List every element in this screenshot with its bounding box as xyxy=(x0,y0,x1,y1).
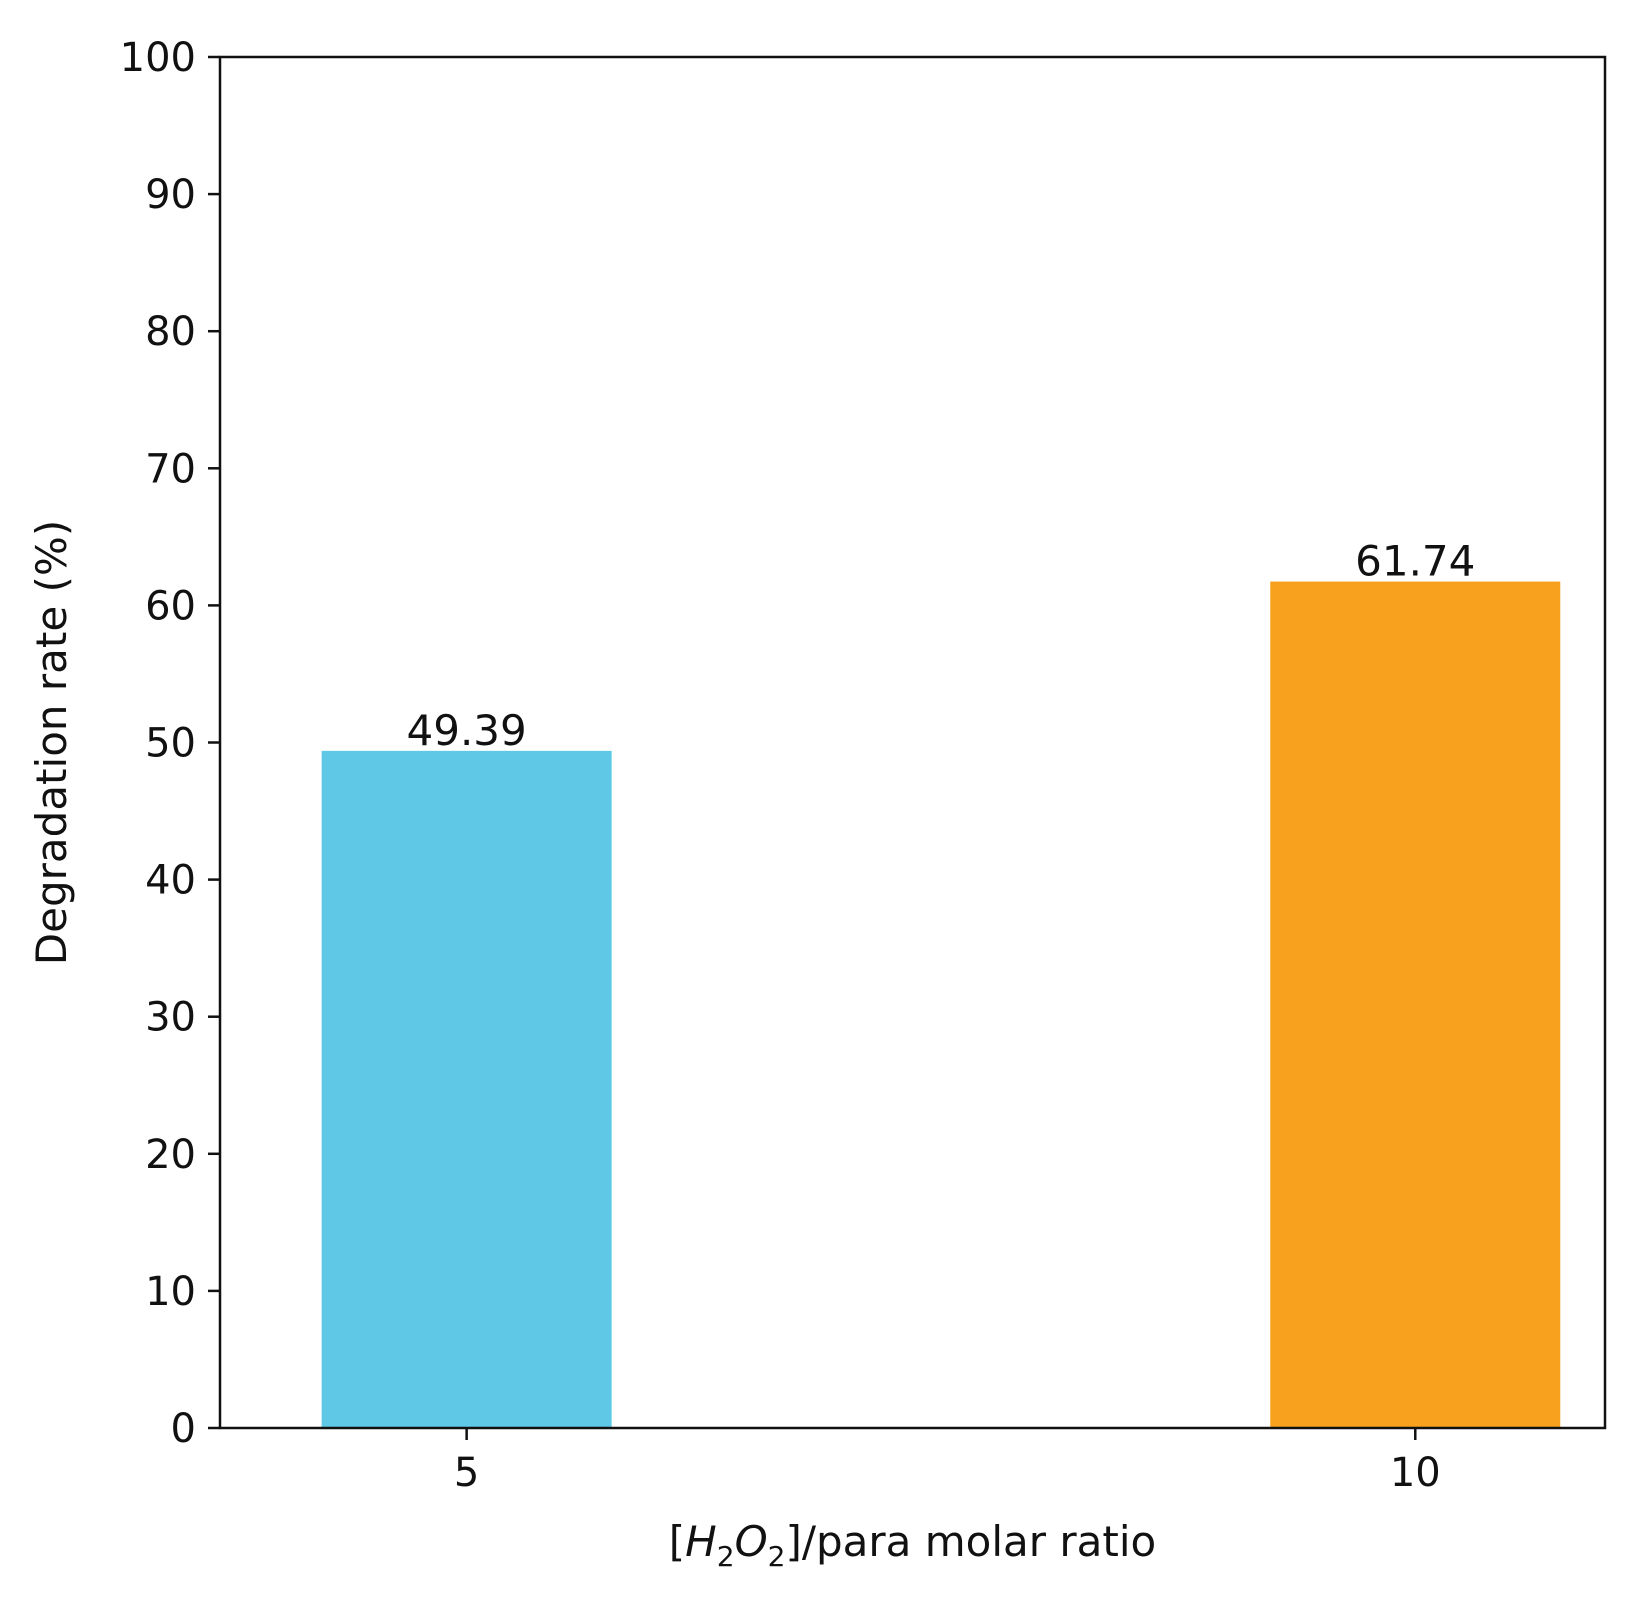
x-axis-title-h: H xyxy=(685,1517,717,1566)
y-tick-label-90: 90 xyxy=(145,172,196,218)
x-axis-title-o: O xyxy=(735,1517,768,1566)
y-tick-label-0: 0 xyxy=(171,1406,196,1452)
x-axis-title: [H2O2]/para molar ratio xyxy=(669,1517,1156,1573)
x-axis-title-sub2: 2 xyxy=(768,1540,786,1573)
y-axis-title: Degradation rate (%) xyxy=(27,520,76,965)
y-tick-label-60: 60 xyxy=(145,583,196,629)
x-axis-title-sub1: 2 xyxy=(717,1540,735,1573)
x-axis: 5 10 xyxy=(454,1428,1441,1496)
x-tick-label-10: 10 xyxy=(1390,1450,1441,1496)
y-tick-label-30: 30 xyxy=(145,995,196,1041)
data-label-10: 61.74 xyxy=(1355,537,1475,586)
x-tick-label-5: 5 xyxy=(454,1450,479,1496)
y-tick-label-70: 70 xyxy=(145,446,196,492)
y-axis: 0 10 20 30 40 50 60 70 80 90 100 xyxy=(120,35,220,1452)
data-label-5: 49.39 xyxy=(407,706,527,755)
bars-layer xyxy=(321,581,1561,1428)
y-tick-label-100: 100 xyxy=(120,35,196,81)
y-tick-label-80: 80 xyxy=(145,309,196,355)
x-axis-title-bracket-open: [ xyxy=(669,1517,685,1566)
bar-5 xyxy=(321,750,612,1428)
y-tick-label-20: 20 xyxy=(145,1132,196,1178)
y-tick-label-50: 50 xyxy=(145,721,196,767)
bar-10 xyxy=(1270,581,1561,1428)
x-axis-title-rest: ]/para molar ratio xyxy=(785,1517,1156,1566)
data-labels-layer: 49.39 61.74 xyxy=(407,537,1476,755)
y-tick-label-40: 40 xyxy=(145,858,196,904)
y-tick-label-10: 10 xyxy=(145,1269,196,1315)
